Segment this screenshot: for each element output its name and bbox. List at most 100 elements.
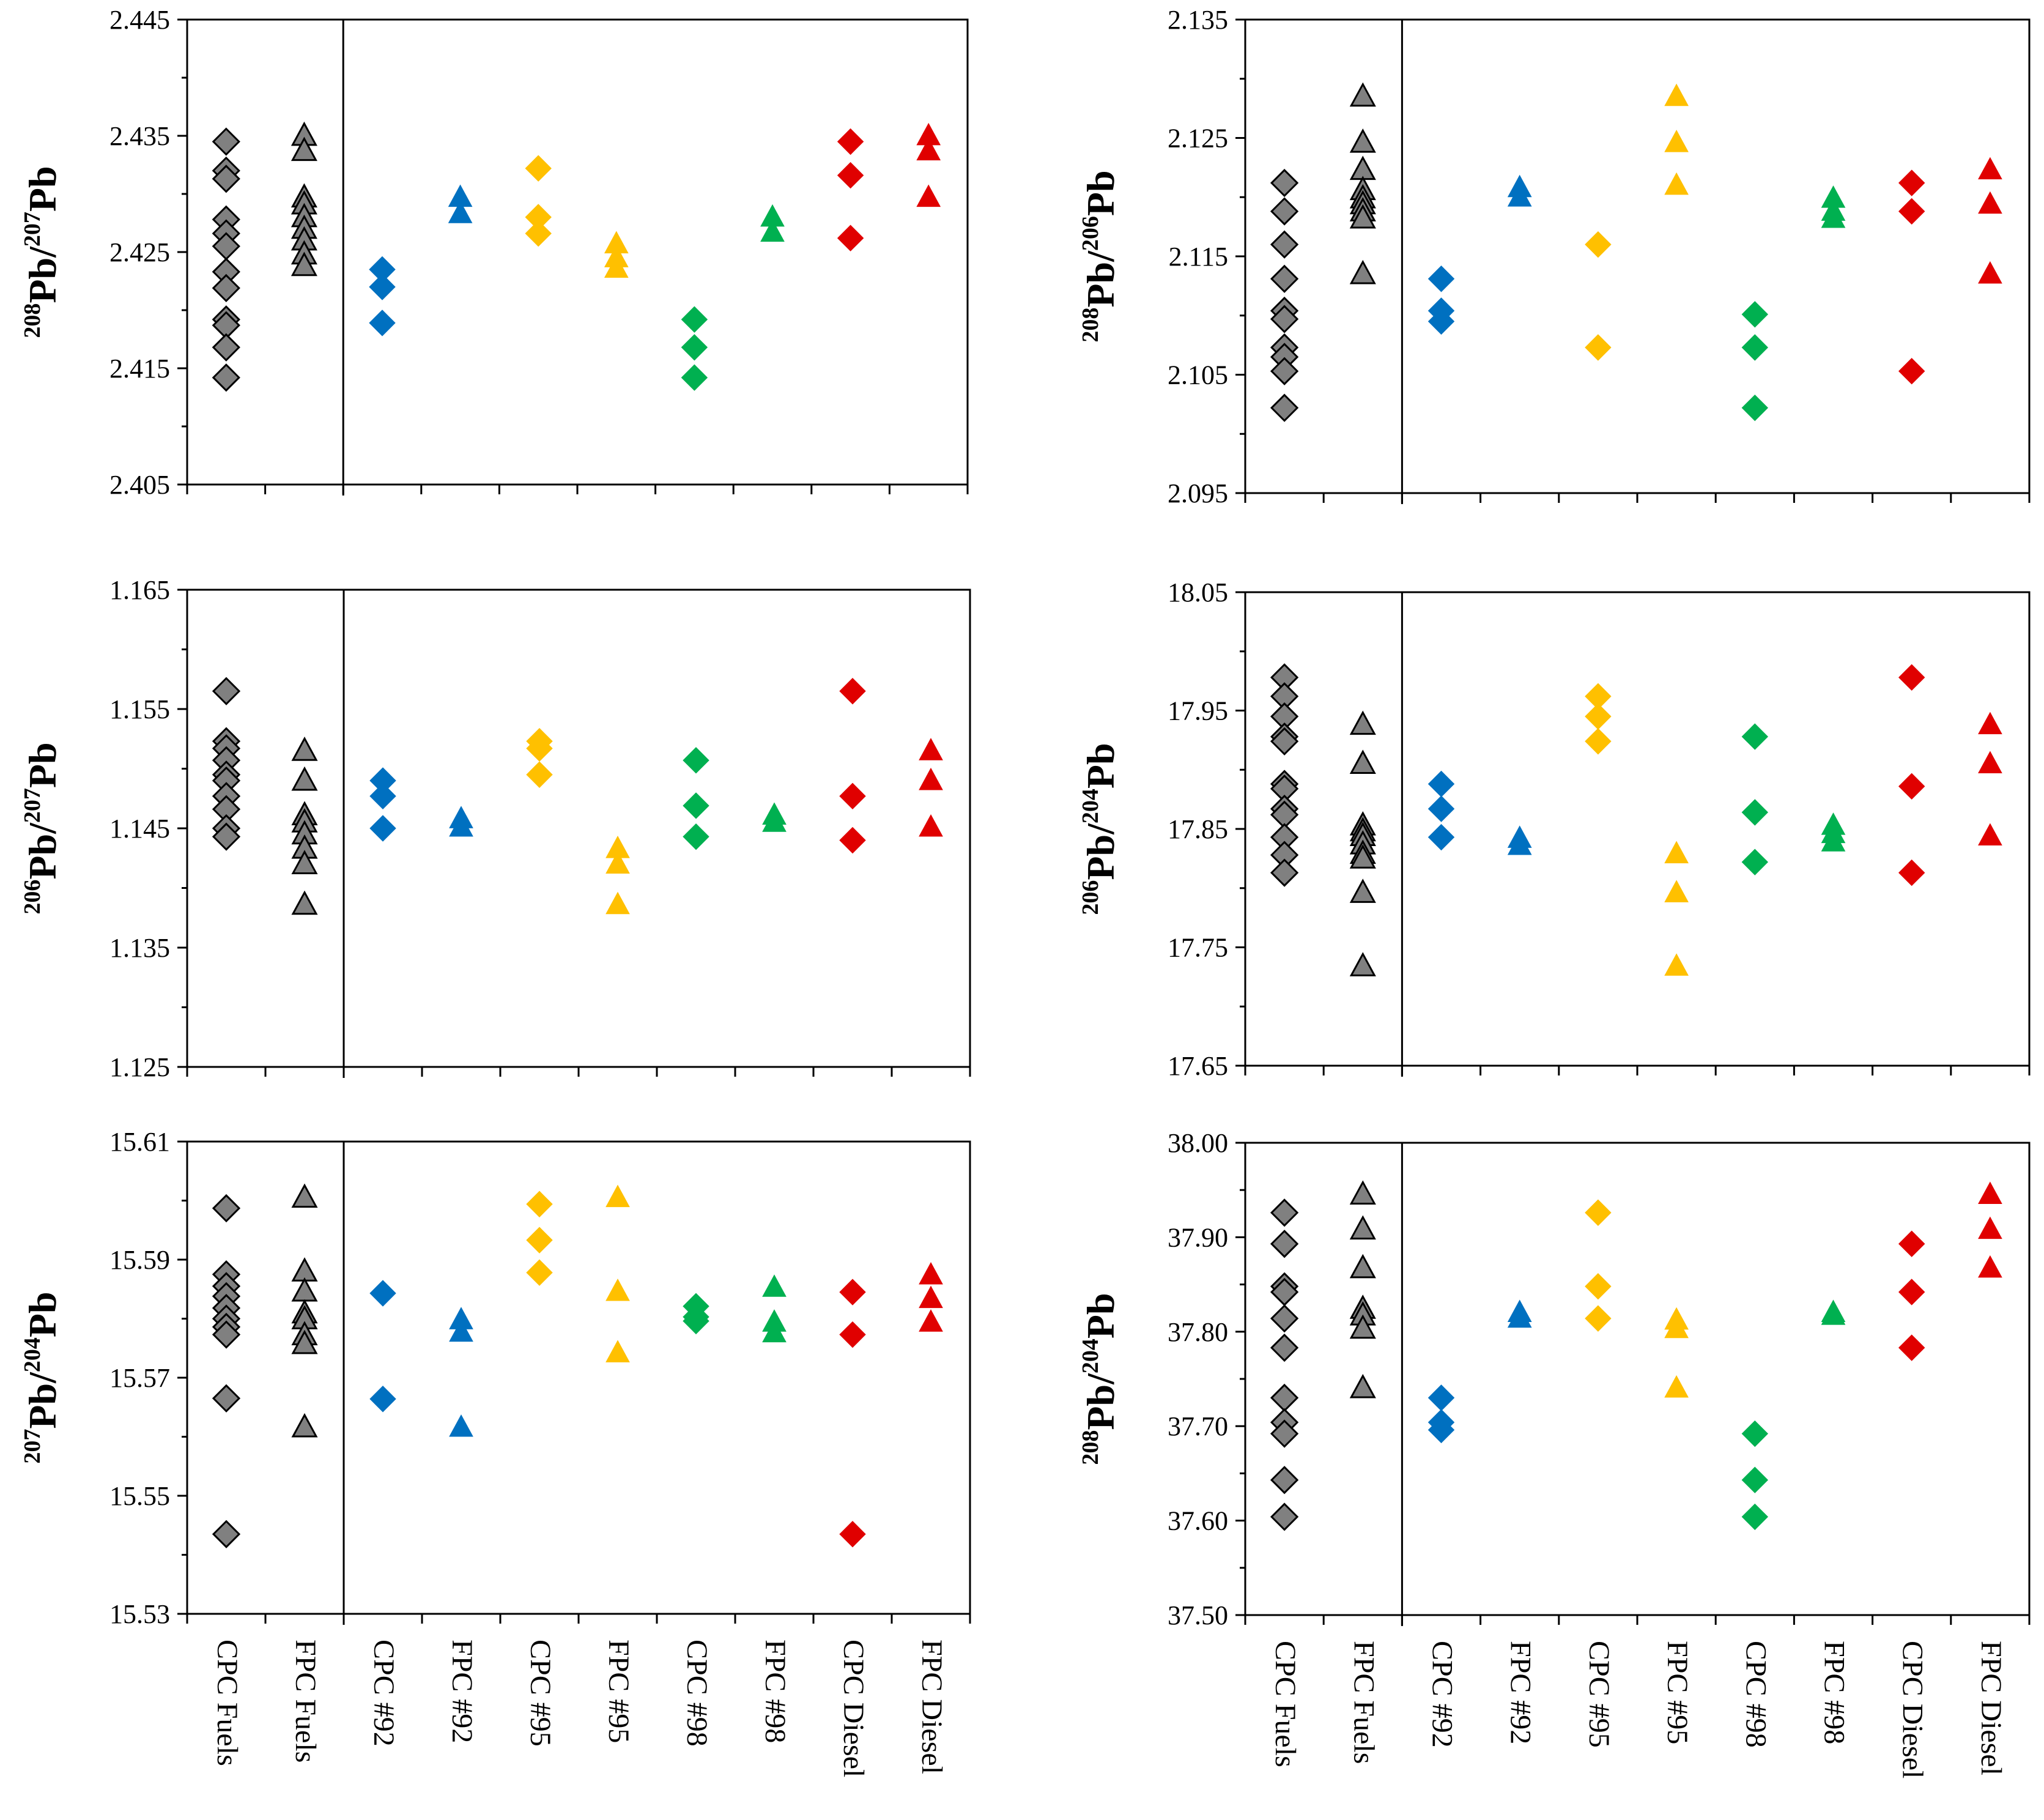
triangle-point — [605, 891, 630, 915]
triangle-point — [1349, 749, 1376, 774]
diamond-point — [369, 1280, 396, 1307]
diamond-point — [839, 678, 866, 705]
y-tick-label: 15.55 — [109, 1481, 170, 1511]
triangle-point — [919, 738, 943, 760]
chart-panel-2: 2.095 2.105 2.115 2.125 2.135 208Pb/206Pb — [1078, 5, 2031, 508]
y-tick-label: 2.105 — [1168, 360, 1228, 390]
y-axis-title: 208Pb/207Pb — [20, 166, 64, 338]
triangle-point — [1507, 184, 1532, 207]
diamond-point — [369, 310, 396, 336]
triangle-point — [1664, 953, 1689, 976]
y-tick-label: 17.95 — [1168, 696, 1228, 726]
diamond-point — [1898, 1334, 1925, 1361]
triangle-point — [1978, 1255, 2002, 1278]
y-tick-label: 17.85 — [1168, 814, 1228, 844]
diamond-point — [1270, 393, 1299, 422]
triangle-point — [1821, 205, 1846, 228]
y-tick-label: 37.80 — [1168, 1317, 1228, 1347]
y-tick-label: 18.05 — [1168, 578, 1228, 607]
triangle-point — [1978, 261, 2002, 284]
diamond-point — [1427, 823, 1455, 851]
diamond-point — [683, 823, 709, 850]
triangle-point — [1349, 710, 1376, 735]
diamond-point — [683, 792, 709, 819]
diamond-point — [1270, 1230, 1299, 1258]
triangle-point — [1664, 1375, 1689, 1398]
x-category-label: FPC #98 — [1818, 1641, 1851, 1744]
diamond-point — [1270, 1419, 1299, 1448]
diamond-point — [1270, 727, 1299, 756]
diamond-point — [681, 364, 708, 391]
x-category-label: CPC Fuels — [211, 1640, 243, 1766]
triangle-point — [1821, 829, 1846, 852]
triangle-point — [919, 1261, 943, 1285]
x-category-label: FPC Fuels — [1347, 1641, 1380, 1764]
triangle-point — [762, 1320, 787, 1343]
diamond-point — [1898, 664, 1925, 691]
x-category-label: FPC Fuels — [289, 1640, 322, 1762]
diamond-point — [525, 220, 552, 247]
x-category-label: CPC Fuels — [1269, 1641, 1302, 1767]
y-axis-title: 208Pb/206Pb — [1078, 170, 1122, 342]
y-tick-label: 37.50 — [1168, 1600, 1228, 1630]
triangle-point — [919, 1309, 943, 1332]
x-category-label: CPC #92 — [368, 1640, 400, 1747]
chart-panel-5: 15.53 15.55 15.57 15.59 15.61 207Pb/204Pb CPC … — [20, 1127, 971, 1777]
triangle-point — [1664, 841, 1689, 864]
y-axis-title: 207Pb/204Pb — [20, 1291, 64, 1463]
triangle-point — [449, 814, 473, 837]
triangle-point — [916, 184, 941, 207]
diamond-point — [212, 363, 240, 392]
triangle-point — [1978, 157, 2002, 180]
triangle-point — [1664, 1315, 1689, 1339]
y-axis-title: 206Pb/207Pb — [20, 742, 64, 914]
triangle-point — [449, 1414, 473, 1437]
diamond-point — [1427, 795, 1455, 822]
y-tick-label: 2.125 — [1168, 124, 1228, 154]
diamond-point — [839, 1521, 866, 1548]
diamond-point — [837, 128, 864, 155]
x-category-label: FPC Diesel — [1975, 1641, 2007, 1775]
diamond-point — [1270, 168, 1299, 198]
diamond-point — [683, 1307, 709, 1335]
diamond-point — [212, 822, 241, 851]
diamond-point — [837, 162, 864, 189]
diamond-point — [369, 815, 396, 842]
diamond-point — [1585, 231, 1612, 258]
triangle-point — [1349, 952, 1376, 976]
triangle-point — [291, 850, 318, 874]
diamond-point — [1741, 1503, 1769, 1531]
diamond-point — [1741, 301, 1769, 328]
triangle-point — [1664, 172, 1689, 195]
diamond-point — [1270, 858, 1299, 887]
diamond-point — [1270, 1304, 1299, 1333]
triangle-point — [1978, 751, 2002, 774]
triangle-point — [1978, 711, 2002, 735]
diamond-point — [526, 735, 553, 762]
diamond-point — [1898, 1279, 1925, 1306]
y-tick-label: 37.60 — [1168, 1506, 1228, 1536]
diamond-point — [1270, 305, 1299, 333]
diamond-point — [1270, 230, 1299, 259]
triangle-point — [919, 814, 943, 837]
diamond-point — [526, 1227, 553, 1254]
triangle-point — [605, 851, 630, 874]
y-tick-label: 15.61 — [109, 1127, 170, 1157]
triangle-point — [291, 251, 317, 277]
diamond-point — [212, 165, 240, 193]
diamond-point — [212, 273, 240, 303]
diamond-point — [1898, 773, 1925, 800]
y-tick-label: 37.90 — [1168, 1222, 1228, 1252]
y-tick-label: 1.165 — [109, 575, 170, 605]
triangle-point — [1664, 130, 1689, 152]
triangle-point — [1349, 128, 1376, 153]
triangle-point — [1978, 191, 2002, 214]
diamond-point — [1270, 264, 1299, 293]
diamond-point — [369, 273, 396, 300]
y-tick-label: 1.155 — [109, 694, 170, 724]
triangle-point — [1821, 1302, 1846, 1325]
triangle-point — [1349, 1314, 1376, 1339]
diamond-point — [681, 306, 708, 333]
x-category-label: FPC #92 — [446, 1640, 478, 1743]
diamond-point — [839, 1279, 866, 1306]
